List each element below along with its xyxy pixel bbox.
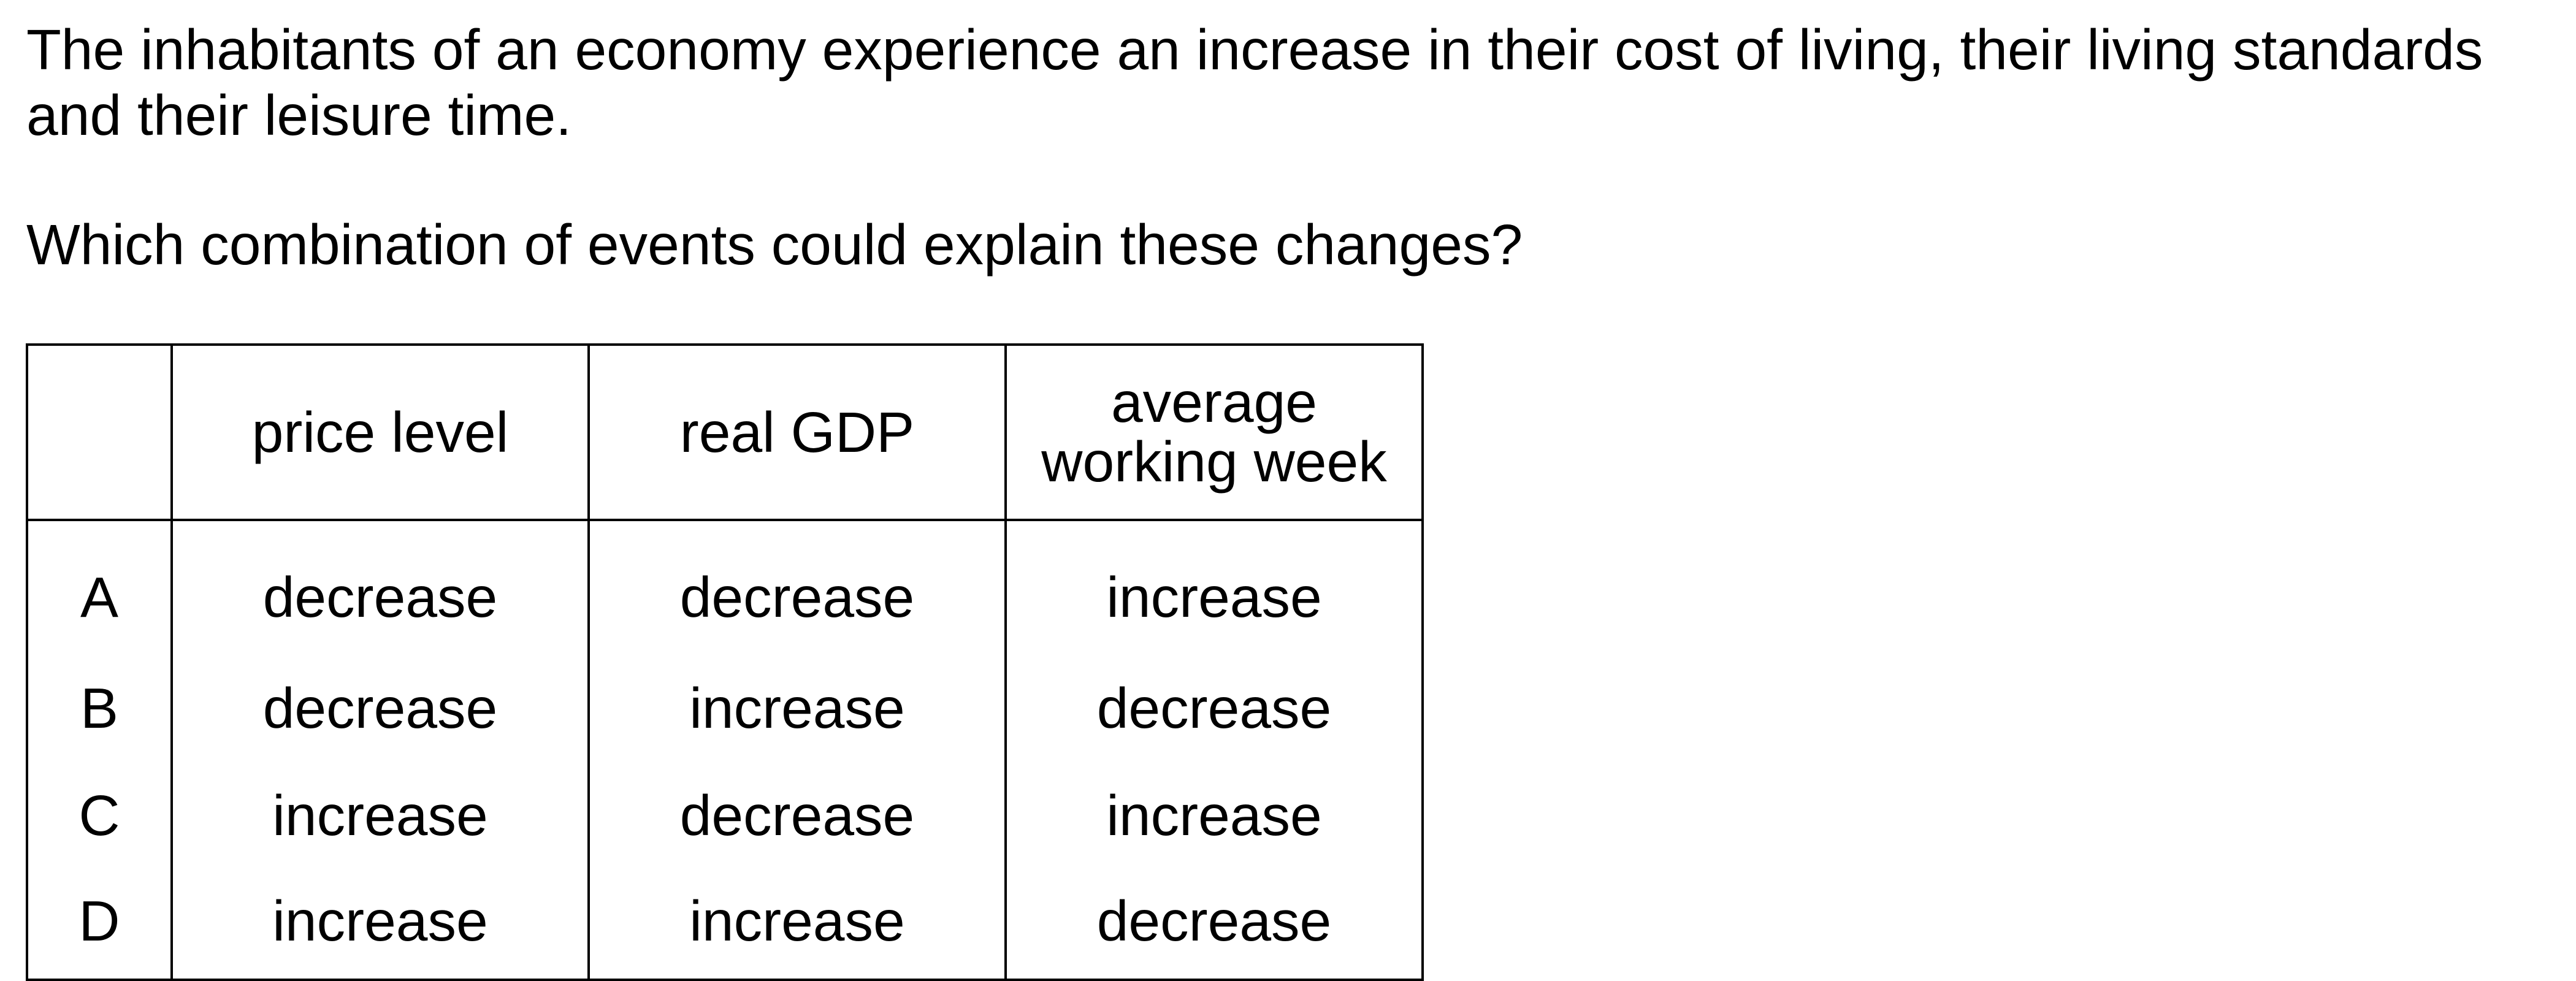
stem-line-2: and their leisure time. [26, 83, 572, 147]
table-header-row: price level real GDP average working wee… [26, 343, 1424, 521]
cell-working-week: decrease [1004, 655, 1424, 762]
cell-real-gdp: increase [587, 869, 1007, 981]
cell-price-level: increase [170, 869, 590, 981]
question-stem: The inhabitants of an economy experience… [26, 17, 2540, 148]
cell-real-gdp: decrease [587, 520, 1007, 655]
table-row[interactable]: B decrease increase decrease [26, 655, 1424, 762]
question-prompt: Which combination of events could explai… [26, 213, 1523, 277]
cell-working-week: increase [1004, 520, 1424, 655]
cell-price-level: decrease [170, 520, 590, 655]
cell-working-week: decrease [1004, 869, 1424, 981]
option-letter: C [26, 762, 173, 869]
header-average-working-week-line-1: average [1110, 370, 1318, 434]
cell-real-gdp: decrease [587, 762, 1007, 869]
table-row[interactable]: C increase decrease increase [26, 762, 1424, 869]
cell-working-week: increase [1004, 762, 1424, 869]
header-real-gdp: real GDP [587, 343, 1007, 521]
table-row[interactable]: D increase increase decrease [26, 869, 1424, 981]
option-letter: A [26, 520, 173, 655]
header-blank [26, 343, 173, 521]
options-table: price level real GDP average working wee… [26, 343, 1424, 981]
option-letter: B [26, 655, 173, 762]
header-price-level: price level [170, 343, 590, 521]
header-average-working-week-line-2: working week [1041, 430, 1387, 494]
stem-line-1: The inhabitants of an economy experience… [26, 18, 2483, 82]
header-average-working-week: average working week [1004, 343, 1424, 521]
cell-price-level: decrease [170, 655, 590, 762]
option-letter: D [26, 869, 173, 981]
cell-price-level: increase [170, 762, 590, 869]
cell-real-gdp: increase [587, 655, 1007, 762]
table-row[interactable]: A decrease decrease increase [26, 520, 1424, 655]
